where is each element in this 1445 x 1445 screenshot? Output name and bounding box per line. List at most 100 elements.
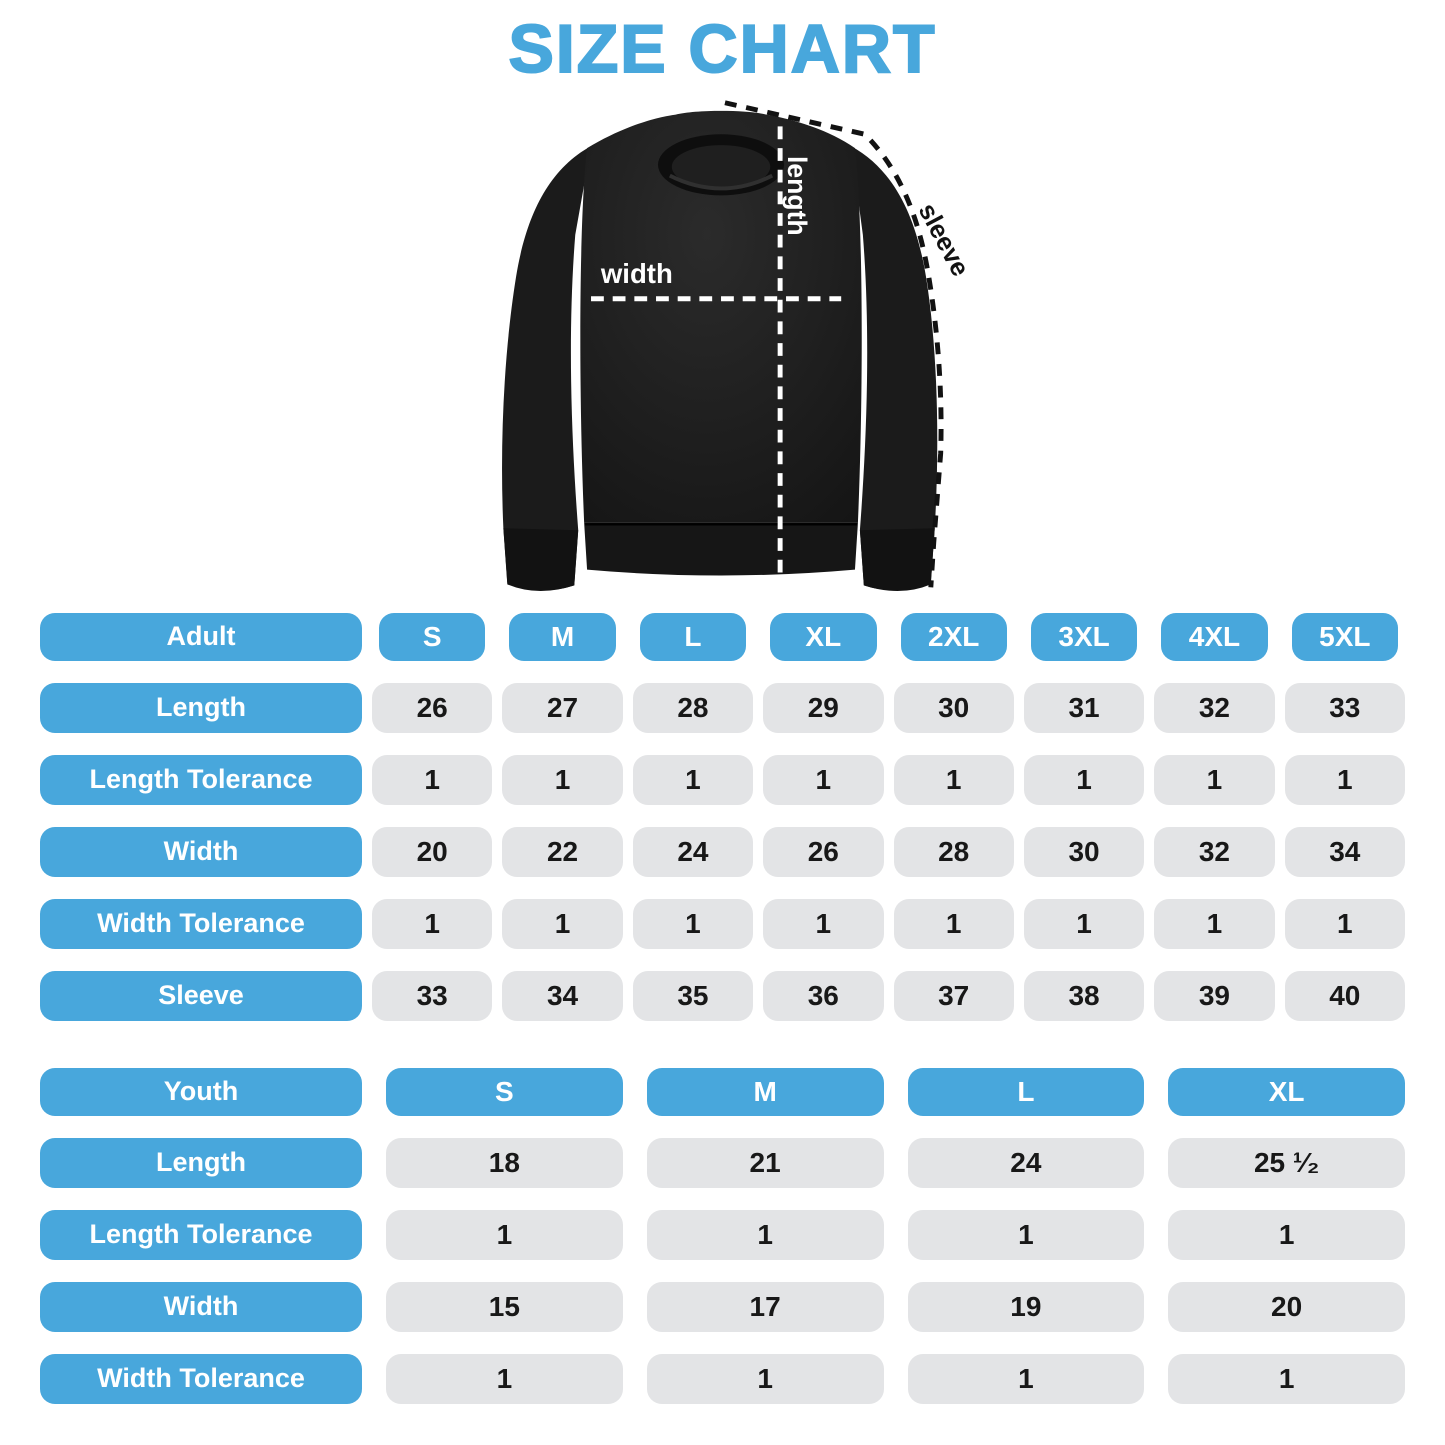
sleeve-measure-line	[723, 100, 944, 588]
value-cell: 30	[893, 682, 1014, 733]
adult-size-table: Adult S M L XL 2XL 3XL 4XL 5XL Length 26 27 28 29 30 31…	[40, 612, 1405, 1021]
value-cell: 1	[1023, 754, 1145, 805]
value-cell: 29	[763, 682, 884, 733]
size-tables: Adult S M L XL 2XL 3XL 4XL 5XL Length 26 27 28 29 30 31…	[0, 612, 1445, 1404]
row-label-pill: Width Tolerance	[40, 898, 362, 949]
row-label-pill: Length Tolerance	[40, 1209, 362, 1260]
size-header-pill: L	[907, 1067, 1145, 1116]
value-cell: 39	[1154, 970, 1275, 1021]
left-sleeve	[501, 145, 591, 590]
value-cell: 25 ¹⁄₂	[1168, 1137, 1405, 1188]
right-sleeve	[850, 145, 937, 590]
value-cell: 1	[763, 754, 884, 805]
value-cell: 32	[1154, 826, 1275, 877]
size-header-pill: 5XL	[1291, 612, 1398, 661]
size-header-pill: XL	[1168, 1067, 1405, 1116]
value-cell: 26	[372, 682, 493, 733]
value-cell: 1	[1284, 898, 1405, 949]
table-row: Width 15 17 19 20	[40, 1281, 1405, 1332]
collar-inner	[671, 144, 770, 189]
size-header-pill: L	[639, 612, 747, 661]
collar-seam	[668, 173, 773, 191]
value-cell: 1	[763, 898, 884, 949]
value-cell: 31	[1023, 682, 1145, 733]
hem-band	[583, 522, 858, 576]
table-title-pill: Youth	[40, 1067, 362, 1116]
table-row: Length Tolerance 1 1 1 1	[40, 1209, 1405, 1260]
page-title: SIZE CHART	[508, 11, 937, 88]
value-cell: 21	[646, 1137, 884, 1188]
header-row: Youth S M L XL	[40, 1067, 1405, 1116]
value-cell: 27	[502, 682, 623, 733]
value-cell: 1	[632, 898, 754, 949]
value-cell: 1	[893, 898, 1014, 949]
table-row: Length 26 27 28 29 30 31 32 33	[40, 682, 1405, 733]
value-cell: 28	[632, 682, 754, 733]
value-cell: 34	[1284, 826, 1405, 877]
sweatshirt-diagram: width length sleeve	[0, 87, 1445, 609]
size-header-pill: 2XL	[900, 612, 1007, 661]
value-cell: 1	[646, 1209, 884, 1260]
size-header-pill: 3XL	[1030, 612, 1138, 661]
right-cuff	[859, 528, 935, 591]
value-cell: 34	[502, 970, 623, 1021]
value-cell: 24	[907, 1137, 1145, 1188]
width-label: width	[599, 258, 672, 289]
row-label-pill: Width	[40, 826, 362, 877]
value-cell: 37	[893, 970, 1014, 1021]
header-row: Adult S M L XL 2XL 3XL 4XL 5XL	[40, 612, 1405, 661]
value-cell: 20	[372, 826, 493, 877]
value-cell: 1	[386, 1209, 623, 1260]
value-cell: 1	[502, 898, 623, 949]
torso	[579, 110, 862, 523]
value-cell: 40	[1284, 970, 1405, 1021]
table-row: Length Tolerance 1 1 1 1 1 1 1 1	[40, 754, 1405, 805]
row-label-pill: Width Tolerance	[40, 1353, 362, 1404]
value-cell: 15	[386, 1281, 623, 1332]
table-row: Sleeve 33 34 35 36 37 38 39 40	[40, 970, 1405, 1021]
value-cell: 26	[763, 826, 884, 877]
row-label-pill: Sleeve	[40, 970, 362, 1021]
value-cell: 1	[372, 754, 493, 805]
value-cell: 1	[386, 1353, 623, 1404]
value-cell: 20	[1168, 1281, 1405, 1332]
value-cell: 1	[907, 1353, 1145, 1404]
row-label-pill: Width	[40, 1281, 362, 1332]
size-header-pill: M	[509, 612, 616, 661]
value-cell: 24	[632, 826, 754, 877]
value-cell: 30	[1023, 826, 1145, 877]
value-cell: 38	[1023, 970, 1145, 1021]
value-cell: 1	[1168, 1209, 1405, 1260]
value-cell: 32	[1154, 682, 1275, 733]
size-header-pill: M	[646, 1067, 884, 1116]
table-title-pill: Adult	[40, 612, 362, 661]
table-row: Width 20 22 24 26 28 30 32 34	[40, 826, 1405, 877]
table-row: Width Tolerance 1 1 1 1 1 1 1 1	[40, 898, 1405, 949]
value-cell: 28	[893, 826, 1014, 877]
value-cell: 19	[907, 1281, 1145, 1332]
value-cell: 33	[372, 970, 493, 1021]
size-header-pill: S	[386, 1067, 623, 1116]
value-cell: 1	[502, 754, 623, 805]
left-cuff	[502, 528, 578, 591]
row-label-pill: Length	[40, 682, 362, 733]
value-cell: 1	[372, 898, 493, 949]
size-header-pill: 4XL	[1161, 612, 1268, 661]
table-row: Width Tolerance 1 1 1 1	[40, 1353, 1405, 1404]
table-row: Length 18 21 24 25 ¹⁄₂	[40, 1137, 1405, 1188]
value-cell: 1	[1023, 898, 1145, 949]
value-cell: 33	[1284, 682, 1405, 733]
value-cell: 1	[1284, 754, 1405, 805]
value-cell: 1	[1154, 898, 1275, 949]
value-cell: 1	[632, 754, 754, 805]
value-cell: 22	[502, 826, 623, 877]
sweatshirt-graphic: width length sleeve	[501, 100, 974, 591]
value-cell: 35	[632, 970, 754, 1021]
value-cell: 1	[893, 754, 1014, 805]
value-cell: 36	[763, 970, 884, 1021]
value-cell: 17	[646, 1281, 884, 1332]
size-header-pill: XL	[770, 612, 877, 661]
value-cell: 1	[1168, 1353, 1405, 1404]
row-label-pill: Length	[40, 1137, 362, 1188]
